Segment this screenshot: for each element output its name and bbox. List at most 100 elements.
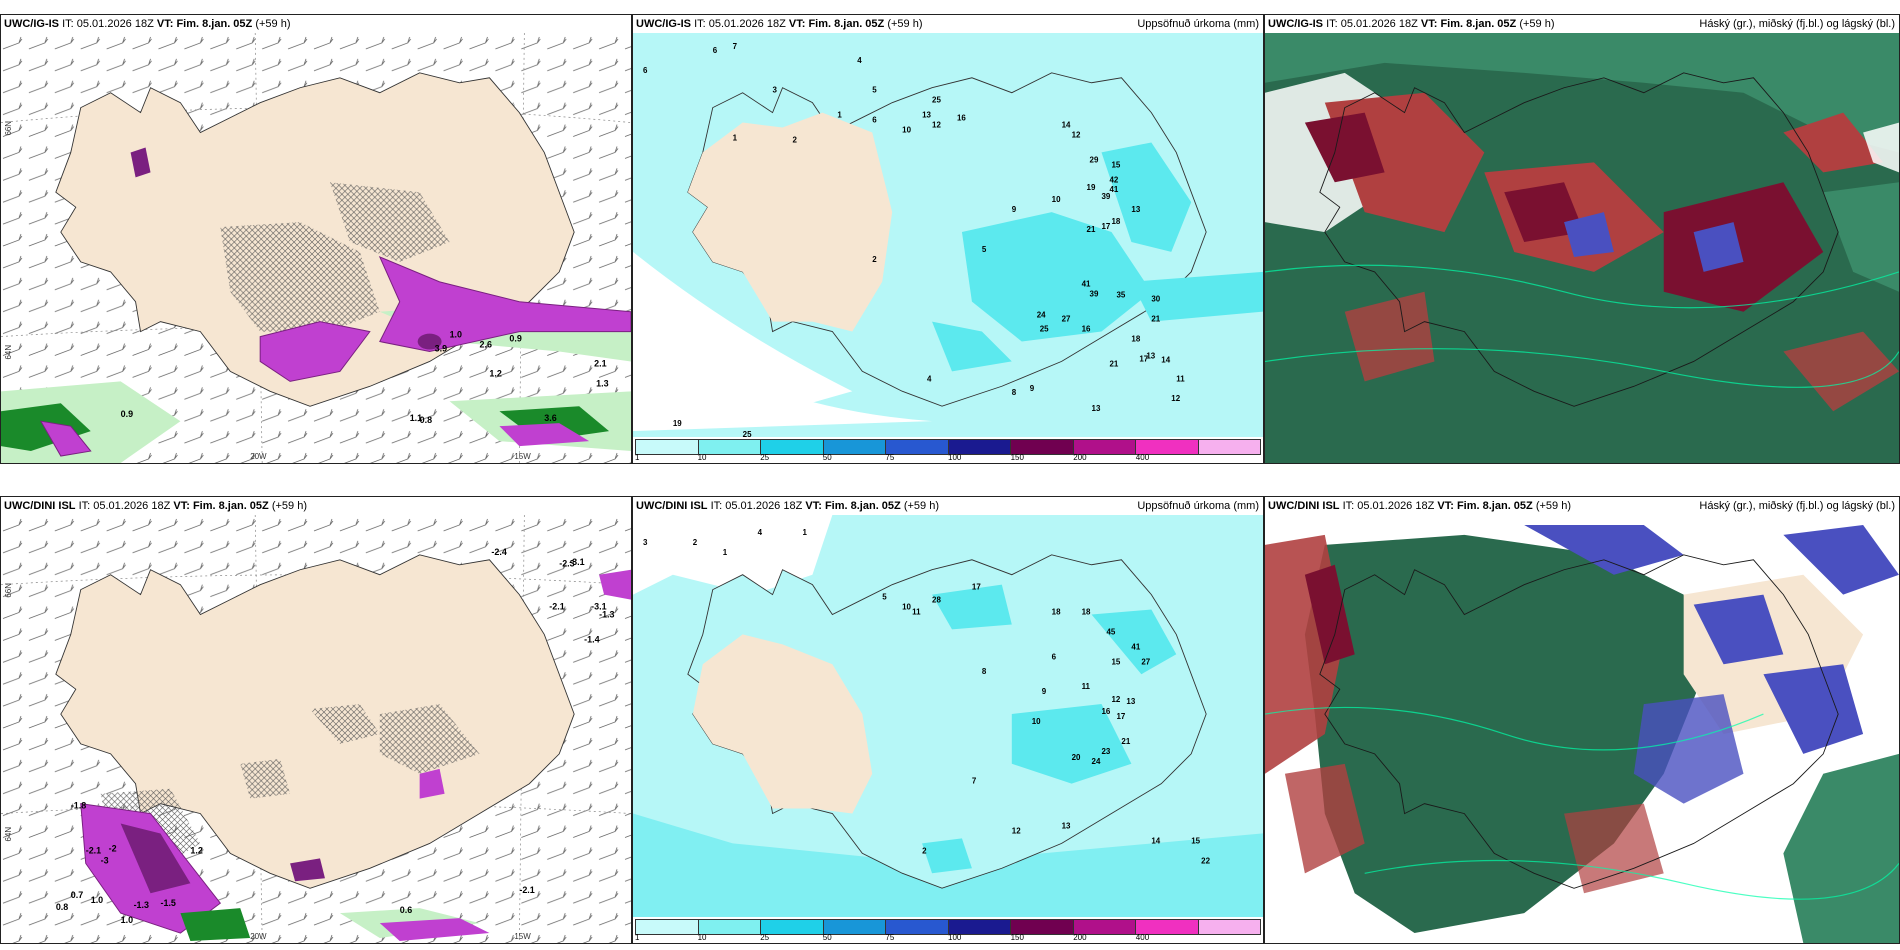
svg-text:18: 18 bbox=[1082, 608, 1091, 617]
legend-swatch bbox=[823, 440, 886, 454]
svg-text:1: 1 bbox=[802, 528, 807, 537]
svg-text:2: 2 bbox=[872, 255, 877, 264]
grid-label-lat-lower: 64N bbox=[4, 345, 13, 360]
lead-time: (+59 h) bbox=[1519, 18, 1555, 30]
svg-text:4: 4 bbox=[857, 56, 862, 65]
svg-text:15: 15 bbox=[1191, 836, 1200, 845]
svg-text:18: 18 bbox=[1131, 334, 1140, 343]
svg-text:39: 39 bbox=[1102, 192, 1111, 201]
legend-label: 75 bbox=[885, 933, 895, 942]
valid-time: Fim. 8.jan. 05Z bbox=[192, 500, 269, 512]
svg-text:1: 1 bbox=[837, 111, 842, 120]
svg-text:27: 27 bbox=[1141, 657, 1150, 666]
svg-text:24: 24 bbox=[1037, 311, 1046, 320]
panel-right-title: Háský (gr.), miðský (fj.bl.) og lágský (… bbox=[1699, 500, 1895, 512]
legend-label: 1 bbox=[635, 453, 640, 462]
panel-row1-cloud: UWC/IG-IS IT: 05.01.2026 18Z VT: Fim. 8.… bbox=[1264, 14, 1900, 464]
legend-label: 400 bbox=[1135, 933, 1150, 942]
svg-text:13: 13 bbox=[1092, 404, 1101, 413]
svg-text:-3: -3 bbox=[101, 855, 109, 865]
svg-text:19: 19 bbox=[673, 419, 682, 428]
it-label: IT: bbox=[1326, 18, 1338, 30]
legend-label: 400 bbox=[1135, 453, 1150, 462]
panel-row2-precip: UWC/DINI ISL IT: 05.01.2026 18Z VT: Fim.… bbox=[632, 496, 1264, 944]
lead-time: (+59 h) bbox=[903, 500, 939, 512]
legend-swatch bbox=[1198, 920, 1260, 934]
valid-time: Fim. 8.jan. 05Z bbox=[176, 18, 253, 30]
panel-header: UWC/DINI ISL IT: 05.01.2026 18Z VT: Fim.… bbox=[1265, 497, 1899, 515]
svg-text:17: 17 bbox=[1116, 712, 1125, 721]
svg-text:8: 8 bbox=[1012, 388, 1017, 397]
svg-text:1.1: 1.1 bbox=[410, 413, 422, 423]
panel-row2-wind: UWC/DINI ISL IT: 05.01.2026 18Z VT: Fim.… bbox=[0, 496, 632, 944]
svg-text:13: 13 bbox=[1062, 821, 1071, 830]
vt-label: VT: bbox=[1437, 500, 1454, 512]
svg-text:2.6: 2.6 bbox=[479, 340, 491, 350]
svg-text:-3.1: -3.1 bbox=[591, 602, 606, 612]
legend-label: 50 bbox=[822, 933, 832, 942]
svg-text:9: 9 bbox=[1042, 687, 1047, 696]
svg-text:6: 6 bbox=[713, 46, 718, 55]
svg-text:28: 28 bbox=[932, 596, 941, 605]
model-name: UWC/DINI ISL bbox=[4, 500, 76, 512]
panel-right-title: Uppsöfnuð úrkoma (mm) bbox=[1137, 18, 1259, 30]
svg-text:3.9: 3.9 bbox=[435, 344, 447, 354]
legend-label: 10 bbox=[697, 933, 707, 942]
grid-label-lat-upper: 66N bbox=[4, 583, 13, 598]
svg-text:20: 20 bbox=[1072, 753, 1081, 762]
legend-label: 200 bbox=[1073, 453, 1087, 462]
svg-text:23: 23 bbox=[1102, 747, 1111, 756]
svg-text:-1.3: -1.3 bbox=[599, 610, 614, 620]
legend-swatch bbox=[823, 920, 886, 934]
svg-text:2: 2 bbox=[693, 538, 698, 547]
svg-text:2.1: 2.1 bbox=[594, 358, 606, 368]
svg-text:17: 17 bbox=[972, 583, 981, 592]
panel-row2-cloud: UWC/DINI ISL IT: 05.01.2026 18Z VT: Fim.… bbox=[1264, 496, 1900, 944]
it-label: IT: bbox=[78, 500, 91, 512]
model-name: UWC/IG-IS bbox=[1268, 18, 1323, 30]
svg-text:20W: 20W bbox=[250, 932, 267, 941]
svg-text:21: 21 bbox=[1121, 737, 1130, 746]
svg-text:17: 17 bbox=[1102, 222, 1111, 231]
svg-text:10: 10 bbox=[902, 603, 911, 612]
legend-swatch bbox=[1073, 920, 1136, 934]
cloud-map bbox=[1265, 33, 1899, 463]
panel-row1-precip: UWC/IG-IS IT: 05.01.2026 18Z VT: Fim. 8.… bbox=[632, 14, 1264, 464]
svg-text:-2.1: -2.1 bbox=[549, 602, 564, 612]
svg-text:-1.8: -1.8 bbox=[71, 801, 86, 811]
it-label: IT: bbox=[710, 500, 723, 512]
valid-time: Fim. 8.jan. 05Z bbox=[1440, 18, 1517, 30]
vt-label: VT: bbox=[173, 500, 190, 512]
svg-text:0.9: 0.9 bbox=[121, 409, 133, 419]
svg-text:1: 1 bbox=[723, 548, 728, 557]
wind-annotations: -2.4-2.3-3.1 -2.1 -3.1-1.3 -1.4-1.8-2.1 -… bbox=[56, 547, 615, 925]
svg-text:5: 5 bbox=[982, 245, 987, 254]
legend-swatch bbox=[1011, 440, 1074, 454]
valid-time: Fim. 8.jan. 05Z bbox=[808, 18, 885, 30]
svg-text:13: 13 bbox=[1126, 697, 1135, 706]
svg-text:9: 9 bbox=[1012, 205, 1017, 214]
svg-text:22: 22 bbox=[1201, 856, 1210, 865]
svg-text:1.0: 1.0 bbox=[450, 330, 462, 340]
svg-text:1.3: 1.3 bbox=[596, 378, 608, 388]
svg-text:4: 4 bbox=[758, 528, 763, 537]
svg-text:5: 5 bbox=[882, 593, 887, 602]
legend-swatch bbox=[761, 440, 824, 454]
panel-row1-wind: UWC/IG-IS IT: 05.01.2026 18Z VT: Fim. 8.… bbox=[0, 14, 632, 464]
legend-swatch bbox=[698, 440, 761, 454]
svg-text:1.2: 1.2 bbox=[489, 368, 501, 378]
svg-text:7: 7 bbox=[733, 42, 738, 51]
svg-text:17: 17 bbox=[1139, 354, 1148, 363]
svg-text:41: 41 bbox=[1109, 185, 1118, 194]
legend-swatch bbox=[1011, 920, 1074, 934]
svg-text:3: 3 bbox=[773, 86, 778, 95]
lead-time: (+59 h) bbox=[887, 18, 923, 30]
panel-header: UWC/DINI ISL IT: 05.01.2026 18Z VT: Fim.… bbox=[1, 497, 631, 515]
it-label: IT: bbox=[1342, 500, 1355, 512]
it-label: IT: bbox=[694, 18, 706, 30]
legend-label: 1 bbox=[635, 933, 640, 942]
svg-text:13: 13 bbox=[1131, 205, 1140, 214]
legend-label: 10 bbox=[697, 453, 707, 462]
model-name: UWC/DINI ISL bbox=[636, 500, 708, 512]
svg-text:5: 5 bbox=[872, 86, 877, 95]
